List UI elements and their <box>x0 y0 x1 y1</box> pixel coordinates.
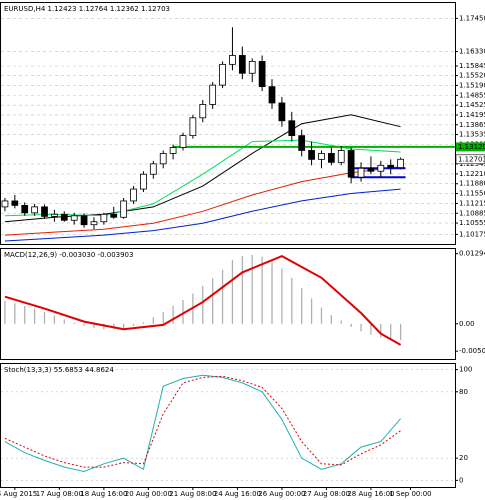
candle-body <box>397 158 404 168</box>
candle-body <box>327 153 335 163</box>
candle-body <box>288 120 296 137</box>
candle-body <box>60 213 68 221</box>
x-tick-label: 18 Aug 16:00 <box>80 490 127 498</box>
candle-body <box>1 200 9 208</box>
y-tick-label: 1.15520 <box>459 72 485 80</box>
x-tick-label: 20 Aug 00:00 <box>125 490 172 498</box>
candle-body <box>159 153 167 165</box>
candle-body <box>258 60 266 88</box>
x-tick-label: 21 Aug 08:00 <box>169 490 216 498</box>
candle-body <box>51 213 58 217</box>
candle-body <box>31 206 38 214</box>
candle-body <box>90 221 98 226</box>
candle-body <box>199 104 207 119</box>
panel-title: EURUSD,H4 1.12423 1.12764 1.12362 1.1270… <box>4 5 170 13</box>
candle-body <box>357 167 365 178</box>
candle-body <box>169 147 177 154</box>
candle-body <box>238 55 246 74</box>
y-tick-label: -0.00506 <box>459 347 485 355</box>
panel-frame <box>0 363 456 488</box>
y-tick-label: 1.13535 <box>459 131 485 139</box>
series-line <box>4 375 401 468</box>
candle-body <box>21 204 29 214</box>
x-tick-label: 24 Aug 16:00 <box>214 490 261 498</box>
candle-body <box>209 84 217 105</box>
x-tick-label: 26 Aug 00:00 <box>258 490 305 498</box>
candle-body <box>268 86 276 104</box>
candle-body <box>248 60 256 74</box>
series-line <box>4 188 401 242</box>
y-tick-label: 1.11550 <box>459 190 485 198</box>
candle-body <box>298 135 306 151</box>
candle-body <box>179 135 187 148</box>
candle-body <box>318 153 325 160</box>
candle-body <box>189 117 197 137</box>
x-tick-label: 28 Aug 16:00 <box>347 490 394 498</box>
y-tick-label: 1.16330 <box>459 48 485 56</box>
candle-body <box>140 173 147 190</box>
y-tick-label: 1.14195 <box>459 111 485 119</box>
x-tick-label: 1 Sep 00:00 <box>389 490 431 498</box>
y-tick-label: 1.15190 <box>459 81 485 89</box>
price-label-box <box>455 154 485 165</box>
x-tick-label: 27 Aug 08:00 <box>303 490 350 498</box>
candle-body <box>377 164 385 172</box>
y-tick-label: 1.15845 <box>459 62 485 70</box>
panel-frame <box>0 2 456 245</box>
y-tick-label: 1.14855 <box>459 91 485 99</box>
candle-body <box>100 213 108 223</box>
y-tick-label: 1.10885 <box>459 209 485 217</box>
series-line <box>4 374 401 473</box>
y-tick-label: 0.00 <box>459 320 475 328</box>
candle-body <box>70 215 78 221</box>
candle-body <box>110 213 118 218</box>
candle-body <box>11 200 19 206</box>
y-tick-label: 1.11215 <box>459 199 485 207</box>
candle-body <box>130 188 137 202</box>
x-tick-label: 17 Aug 08:00 <box>36 490 83 498</box>
candle-body <box>278 102 286 122</box>
y-tick-label: 80 <box>459 388 468 396</box>
candle-body <box>80 215 88 226</box>
level-label: 1.13120 <box>458 143 485 151</box>
candle-body <box>229 55 236 65</box>
candle-body <box>149 163 157 175</box>
y-tick-label: 1.14525 <box>459 101 485 109</box>
y-tick-label: 1.11880 <box>459 180 485 188</box>
y-tick-label: 1.12210 <box>459 170 485 178</box>
candle-body <box>41 206 48 217</box>
candle-body <box>219 63 226 86</box>
candle-body <box>308 150 315 160</box>
level-label-box <box>456 142 485 152</box>
candle-body <box>367 167 375 172</box>
y-tick-label: 1.10175 <box>459 230 485 238</box>
candle-body <box>120 200 128 218</box>
panel-title: MACD(12,26,9) -0.003030 -0.003903 <box>4 251 133 259</box>
y-tick-label: 1.13865 <box>459 121 485 129</box>
y-tick-label: 0.012943 <box>459 250 485 258</box>
candle-body <box>337 150 345 163</box>
candle-body <box>347 150 355 178</box>
panel-title: Stoch(13,3,3) 55.6853 44.8624 <box>4 366 114 374</box>
current-price-label: 1.12703 <box>458 155 485 163</box>
y-tick-label: 100 <box>459 366 472 374</box>
y-tick-label: 1.10555 <box>459 219 485 227</box>
series-line <box>4 114 401 223</box>
y-tick-label: 0 <box>459 476 463 484</box>
series-line <box>4 166 401 236</box>
y-tick-label: 20 <box>459 454 468 462</box>
y-tick-label: 1.17450 <box>459 14 485 22</box>
panel-frame <box>0 248 456 360</box>
x-tick-label: 14 Aug 2015 <box>0 490 37 498</box>
series-line <box>4 254 402 346</box>
candle-body <box>387 164 395 169</box>
